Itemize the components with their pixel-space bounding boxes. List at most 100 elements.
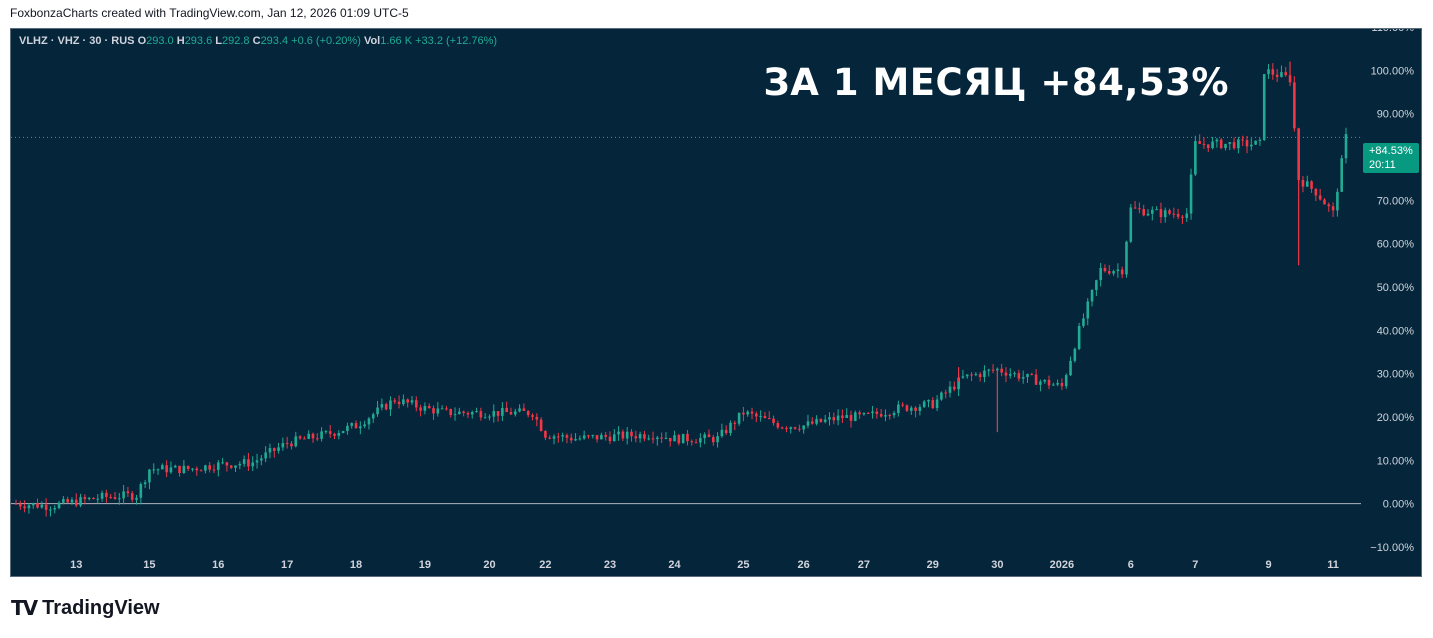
candle-body xyxy=(802,425,805,430)
candle-body xyxy=(466,413,470,415)
candle-body xyxy=(1064,375,1068,387)
chart-panel[interactable]: 110.00%100.00%90.00%70.00%60.00%50.00%40… xyxy=(10,28,1422,577)
legend-low: 292.8 xyxy=(222,35,250,47)
candle-body xyxy=(1232,142,1236,149)
candle-body xyxy=(57,502,61,509)
legend-vol: 1.66 K xyxy=(380,35,413,47)
x-tick-label: 16 xyxy=(212,559,224,571)
candle-body xyxy=(113,497,117,499)
candle-body xyxy=(1095,280,1098,290)
candle-body xyxy=(148,469,151,483)
x-tick-label: 9 xyxy=(1265,559,1271,571)
candle-body xyxy=(216,462,220,470)
candle-body xyxy=(505,407,508,412)
candle-body xyxy=(367,418,371,425)
candle-body xyxy=(832,417,836,421)
candle-body xyxy=(681,433,685,444)
candle-body xyxy=(858,412,861,415)
price-chart[interactable]: 110.00%100.00%90.00%70.00%60.00%50.00%40… xyxy=(11,29,1421,576)
candle-body xyxy=(983,370,986,378)
candle-body xyxy=(785,428,788,430)
candle-body xyxy=(272,448,276,451)
candle-body xyxy=(204,465,207,471)
candle-body xyxy=(19,503,22,507)
candle-body xyxy=(1237,139,1240,149)
candle-body xyxy=(892,413,896,416)
x-tick-label: 13 xyxy=(70,559,82,571)
candle-body xyxy=(44,504,48,510)
candle-body xyxy=(664,437,668,439)
candle-body xyxy=(1000,368,1003,373)
candle-body xyxy=(1344,134,1348,159)
candle-body xyxy=(36,503,39,508)
candle-body xyxy=(419,407,422,411)
candle-body xyxy=(513,411,517,415)
candle-body xyxy=(694,442,698,444)
candle-body xyxy=(475,411,478,413)
candle-body xyxy=(1262,74,1266,140)
candle-body xyxy=(914,407,917,411)
candle-body xyxy=(1310,181,1313,189)
candle-body xyxy=(1043,379,1047,382)
candle-body xyxy=(823,419,827,422)
candle-body xyxy=(483,417,487,419)
brand-footer[interactable]: TV TradingView xyxy=(11,596,160,620)
candle-body xyxy=(509,411,513,415)
x-tick-label: 29 xyxy=(927,559,939,571)
candle-body xyxy=(841,415,844,418)
candle-body xyxy=(587,435,590,437)
candle-body xyxy=(122,491,125,499)
candle-body xyxy=(1284,72,1288,76)
candle-body xyxy=(561,435,564,437)
candle-body xyxy=(260,458,263,461)
candle-body xyxy=(27,505,31,509)
candle-body xyxy=(815,418,818,424)
candle-body xyxy=(229,465,233,468)
candle-body xyxy=(1189,174,1193,214)
tradingview-brand: TradingView xyxy=(42,596,160,619)
candle-body xyxy=(1099,267,1102,281)
candle-body xyxy=(49,509,52,511)
x-tick-label: 11 xyxy=(1327,559,1339,571)
candle-body xyxy=(320,431,323,439)
candle-body xyxy=(479,411,483,418)
candle-body xyxy=(1194,141,1197,175)
candle-body xyxy=(380,404,384,408)
y-tick-label: 100.00% xyxy=(1371,65,1415,77)
candle-body xyxy=(1052,384,1055,386)
candle-body xyxy=(1155,209,1158,211)
candle-body xyxy=(1047,379,1051,386)
x-tick-label: 26 xyxy=(798,559,810,571)
y-tick-label: 40.00% xyxy=(1377,325,1415,337)
x-tick-label: 24 xyxy=(668,559,681,571)
candle-body xyxy=(1293,82,1296,129)
candle-body xyxy=(496,411,500,416)
legend-open: 293.0 xyxy=(146,35,174,47)
candle-body xyxy=(733,422,737,424)
candle-body xyxy=(100,492,104,499)
candle-body xyxy=(1211,141,1214,149)
candle-body xyxy=(612,434,616,442)
candle-body xyxy=(789,427,793,429)
candle-body xyxy=(234,465,237,468)
candle-body xyxy=(729,422,732,434)
candle-body xyxy=(703,434,706,439)
candle-body xyxy=(582,435,586,439)
legend-close: 293.4 xyxy=(260,35,289,47)
y-tick-label: −10.00% xyxy=(1370,542,1414,554)
candle-body xyxy=(875,411,879,415)
candle-body xyxy=(884,415,887,417)
candle-body xyxy=(242,459,246,464)
candle-body xyxy=(290,443,293,447)
candle-body xyxy=(716,436,719,443)
candle-body xyxy=(195,468,199,471)
candle-body xyxy=(315,438,319,440)
candle-body xyxy=(449,408,453,416)
candle-body xyxy=(410,400,414,403)
candle-body xyxy=(191,468,194,470)
legend-vol-change: +33.2 (+12.76%) xyxy=(415,35,498,47)
candle-body xyxy=(311,433,315,439)
candle-body xyxy=(470,412,474,415)
candle-body xyxy=(1021,377,1025,379)
candle-body xyxy=(488,416,491,418)
